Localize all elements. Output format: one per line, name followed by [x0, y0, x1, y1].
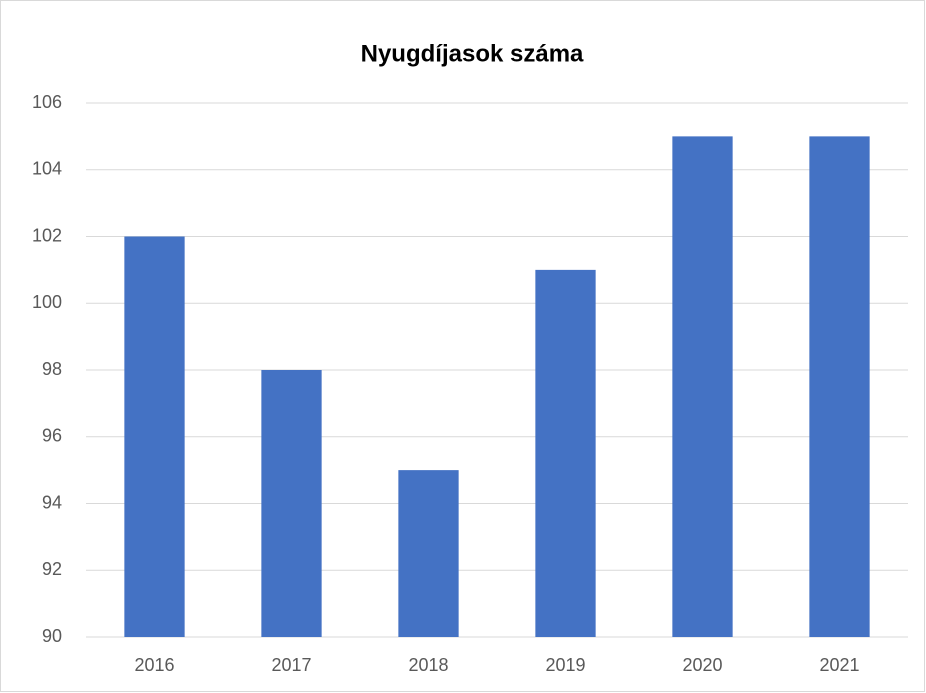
bar	[124, 236, 185, 637]
bar	[398, 470, 459, 637]
y-tick-label: 100	[32, 292, 62, 312]
x-tick-label: 2020	[682, 655, 722, 675]
x-tick-label: 2021	[819, 655, 859, 675]
y-tick-label: 104	[32, 159, 62, 179]
chart-title: Nyugdíjasok száma	[361, 40, 584, 67]
y-tick-label: 92	[42, 559, 62, 579]
y-tick-label: 102	[32, 225, 62, 245]
y-tick-label: 90	[42, 626, 62, 646]
y-tick-label: 94	[42, 492, 62, 512]
x-tick-label: 2016	[134, 655, 174, 675]
bar	[261, 370, 322, 637]
bar	[809, 136, 870, 637]
y-tick-label: 106	[32, 92, 62, 112]
x-tick-label: 2018	[408, 655, 448, 675]
x-tick-label: 2019	[545, 655, 585, 675]
bar	[672, 136, 733, 637]
bar	[535, 269, 596, 637]
y-tick-label: 96	[42, 426, 62, 446]
y-tick-label: 98	[42, 359, 62, 379]
x-tick-label: 2017	[271, 655, 311, 675]
